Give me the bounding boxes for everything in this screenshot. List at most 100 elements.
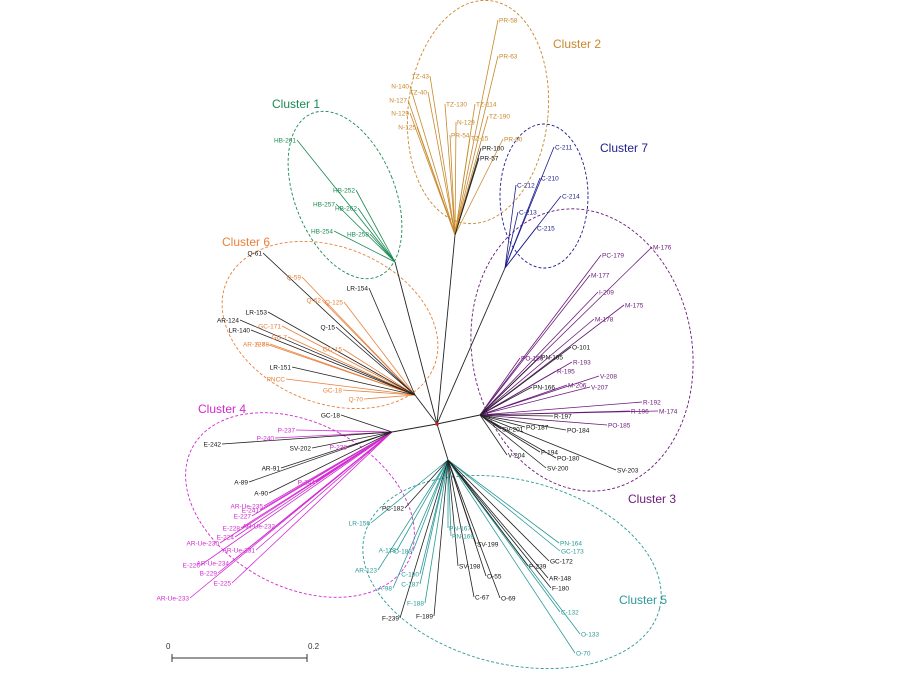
tree-branch: [396, 459, 449, 551]
leaf-label: GC-172: [550, 558, 573, 565]
leaf-label: SV-198: [459, 563, 481, 570]
leaf-label: PNCC: [267, 376, 286, 383]
leaf-label: A-98: [378, 585, 392, 592]
tree-branch: [504, 184, 517, 269]
c1-label: Cluster 1: [272, 97, 320, 111]
leaf-label: C-132: [561, 609, 579, 616]
tree-branch: [504, 177, 541, 269]
leaf-label: Q-59: [287, 274, 302, 281]
leaf-label: C-215: [537, 225, 555, 232]
leaf-label: AR-Ue-230: [186, 540, 219, 547]
leaf-label: GC-173: [561, 548, 584, 555]
leaf-label: PR-63: [499, 53, 518, 60]
c2-ellipse: [406, 0, 550, 225]
leaf-label: R-196: [631, 408, 649, 415]
tree-branch: [447, 459, 549, 579]
leaf-label: R-192: [643, 399, 661, 406]
c5-label: Cluster 5: [619, 593, 667, 607]
tree-branch: [392, 459, 449, 589]
tree-branch: [479, 346, 572, 416]
tree-branch: [479, 414, 526, 428]
leaf-label: A-90: [254, 490, 268, 497]
leaf-label: V-204: [508, 452, 525, 459]
c2-label: Cluster 2: [553, 37, 601, 51]
tree-branch: [479, 384, 568, 416]
tree-branch: [479, 318, 595, 416]
leaf-label: A-89: [234, 479, 248, 486]
leaf-label: F-180: [552, 585, 569, 592]
tree-branch: [239, 319, 416, 396]
leaf-label: Q-61: [248, 250, 263, 257]
leaf-label: P-240: [257, 435, 275, 442]
leaf-label: PR-90: [504, 136, 523, 143]
leaf-label: PN-165: [541, 354, 563, 361]
tree-branch: [447, 459, 475, 598]
leaf-label: AR-123: [355, 567, 377, 574]
c5-trunk-branch: [436, 423, 449, 461]
tree-branch: [447, 459, 550, 562]
leaf-label: E-241: [242, 507, 260, 514]
leaf-label: AR-Ue-233: [156, 595, 189, 602]
tree-branch: [454, 121, 457, 236]
leaf-label: E-225: [214, 580, 232, 587]
leaf-label: SV-200: [547, 465, 569, 472]
tree-branch: [412, 459, 449, 552]
leaf-label: HB-254: [311, 228, 333, 235]
leaf-label: O-133: [581, 631, 599, 638]
root-node: [435, 422, 439, 426]
leaf-label: E-226: [183, 562, 201, 569]
tree-branch: [262, 252, 416, 396]
leaf-label: V-207: [591, 384, 608, 391]
tree-branch: [268, 431, 393, 494]
leaf-label: AR-Ue-232: [242, 523, 275, 530]
tree-branch: [200, 431, 393, 566]
leaf-label: LR-140: [229, 327, 251, 334]
tree-branch: [447, 459, 560, 544]
leaf-label: Q-15: [321, 324, 336, 331]
tree-branch: [363, 394, 416, 400]
tree-branch: [479, 414, 617, 471]
tree-branch: [281, 325, 416, 396]
tree-branch: [447, 459, 561, 552]
leaf-label: PO-183: [390, 548, 413, 555]
tree-branch: [433, 459, 449, 617]
tree-branch: [479, 414, 567, 431]
leaf-label: B-229: [200, 570, 218, 577]
leaf-label: HB-257: [313, 201, 335, 208]
tree-branch: [419, 459, 449, 585]
leaf-label: AR-Ue-235: [230, 503, 263, 510]
c7-label: Cluster 7: [600, 141, 648, 155]
tree-branch: [399, 459, 449, 619]
tree-branch: [291, 366, 416, 396]
leaf-label: C-211: [555, 144, 573, 151]
tree-branch: [342, 348, 416, 396]
tree-branch: [447, 459, 487, 577]
leaf-label: GC-15: [323, 346, 343, 353]
tree-branch: [479, 410, 659, 416]
leaf-label: O-70: [576, 650, 591, 657]
tree-branch: [269, 343, 416, 396]
scale-bar-start-label: 0: [166, 642, 171, 651]
leaf-label: A-88: [255, 341, 269, 348]
tree-branch: [321, 299, 416, 396]
tree-branch: [447, 459, 459, 567]
tree-branch: [335, 326, 416, 396]
leaf-label: GC-171: [258, 323, 281, 330]
leaf-label: AR-148: [549, 575, 571, 582]
c1-ellipse: [287, 110, 403, 280]
tree-branch: [409, 85, 456, 236]
tree-branch: [454, 138, 504, 236]
tree-branch: [479, 414, 541, 453]
tree-branch: [416, 126, 456, 236]
leaf-label: Q-125: [325, 299, 343, 306]
tree-branch: [424, 459, 449, 604]
tree-branch: [343, 301, 416, 396]
leaf-label: HB-252: [333, 187, 355, 194]
tree-branch: [479, 414, 547, 469]
c7-ellipse: [499, 123, 589, 269]
tree-branch: [368, 287, 416, 396]
leaf-label: PC-179: [602, 252, 624, 259]
leaf-label: M-206: [568, 382, 587, 389]
tree-branch: [189, 431, 393, 599]
